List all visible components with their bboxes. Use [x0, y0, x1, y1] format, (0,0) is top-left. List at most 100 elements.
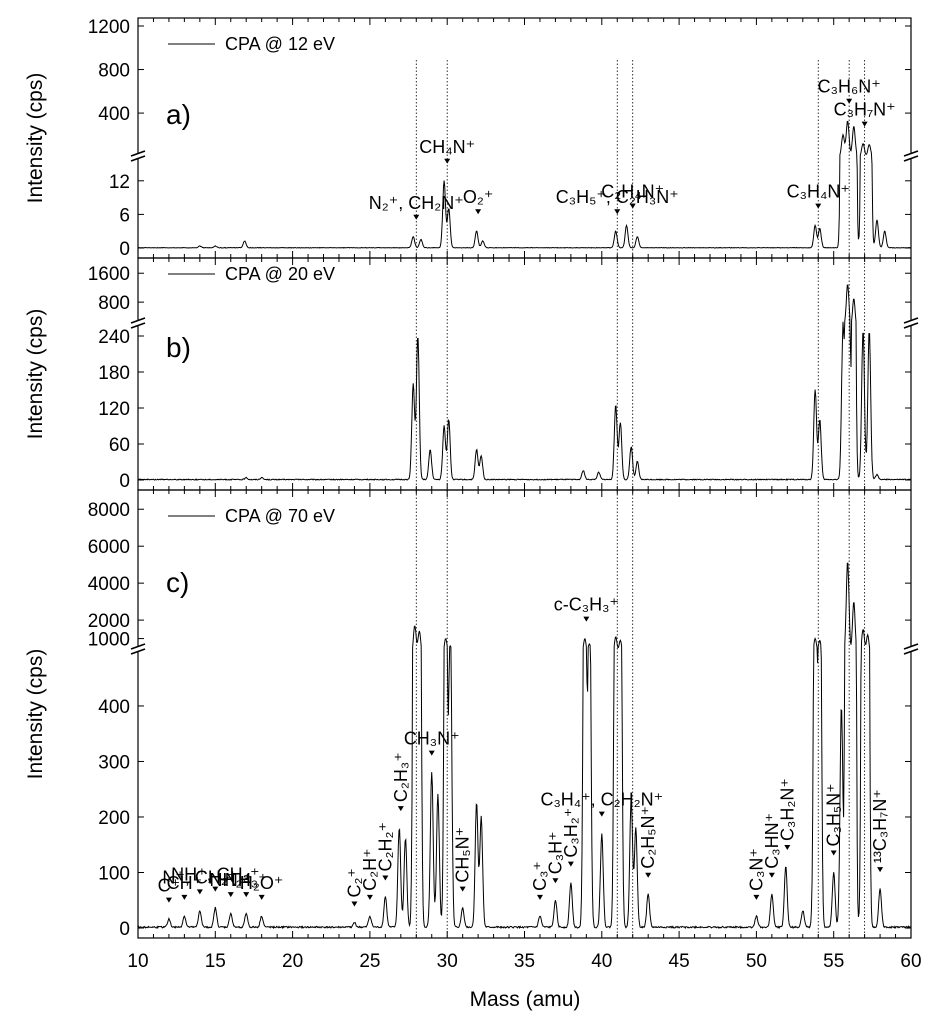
annotation-label-c: H₂O⁺ [240, 873, 284, 893]
annotation-marker-c [397, 806, 404, 812]
annotation-label-c: NH₃⁺ [225, 870, 268, 890]
spectrum-line-b [137, 284, 912, 481]
axis-break-mark-c [130, 648, 146, 655]
annotation-label-c: C₂H₂⁺ [375, 822, 395, 871]
annotation-label-c: C₂H₃⁺ [391, 752, 411, 802]
y-tick-label-b: 0 [119, 471, 130, 492]
annotation-label-c: CH₅N⁺ [453, 827, 473, 883]
panel-frame-b [137, 257, 912, 491]
x-tick-label: 40 [591, 951, 612, 972]
annotation-marker-c [552, 878, 559, 884]
annotation-label-a: C₃H₆N⁺ [818, 77, 881, 97]
annotation-label-c: C₃H₅N⁺ [824, 783, 844, 846]
panel-frame-a [137, 17, 912, 259]
annotation-marker-c [243, 892, 250, 898]
x-tick-label: 55 [823, 951, 844, 972]
annotation-label-c: C₂⁺ [344, 868, 364, 898]
annotation-marker-c [382, 875, 389, 881]
x-tick-label: 60 [900, 951, 921, 972]
y-tick-label-a: 800 [98, 61, 130, 82]
annotation-marker-c [428, 750, 435, 756]
annotation-label-c: ¹³C₃H₇N⁺ [870, 789, 890, 863]
y-tick-label-c: 4000 [88, 574, 130, 595]
y-tick-label-c: 0 [119, 919, 130, 940]
annotation-marker-c [598, 811, 605, 817]
annotation-marker-c [366, 894, 373, 900]
axis-break-mark-a [130, 150, 146, 157]
y-tick-label-c: 6000 [88, 537, 130, 558]
annotation-marker-a [413, 214, 420, 220]
annotation-marker-c [830, 850, 837, 856]
x-tick-label: 25 [359, 951, 380, 972]
annotation-label-c: C₃H₂⁺ [561, 808, 581, 858]
y-tick-label-a: 12 [109, 172, 130, 193]
annotation-label-c: NH⁺, CH₃⁺ [171, 865, 259, 885]
annotation-marker-a [846, 98, 853, 104]
annotation-marker-c [165, 897, 172, 903]
annotation-label-a: C₃H₅⁺, C₂H₃N⁺ [556, 187, 679, 207]
annotation-label-a: C₃H₇N⁺ [834, 100, 896, 120]
annotation-label-c: C₃H₄⁺, C₂H₂N⁺ [540, 790, 663, 810]
annotation-label-c: C₃N⁺ [746, 848, 766, 891]
annotation-marker-c [196, 889, 203, 895]
annotation-label-c: C₃⁺ [530, 861, 550, 891]
x-tick-label: 45 [669, 951, 690, 972]
annotation-label-c: C₂H⁺ [360, 848, 380, 891]
annotation-marker-c [784, 844, 791, 850]
y-tick-label-b: 120 [98, 399, 130, 420]
axis-break-gap-c [130, 646, 146, 652]
panel-label-b: b) [166, 332, 191, 363]
annotation-marker-c [212, 886, 219, 892]
axis-break-mark-c [903, 648, 919, 655]
y-tick-label-b: 60 [109, 435, 130, 456]
legend-label-b: CPA @ 20 eV [225, 264, 335, 284]
axis-break-mark-b [130, 322, 146, 329]
axis-break-gap-b [903, 320, 919, 326]
annotation-marker-a [629, 203, 636, 209]
annotation-label-a: O₂⁺ [463, 187, 494, 207]
axis-break-mark-a [903, 155, 919, 162]
y-tick-label-a: 0 [119, 239, 130, 260]
annotation-label-c: c-C₃H₃⁺ [554, 595, 619, 615]
annotation-marker-c [181, 894, 188, 900]
y-tick-label-c: 100 [98, 863, 130, 884]
annotation-marker-c [877, 867, 884, 873]
annotation-label-c: C₃H⁺ [545, 831, 565, 874]
annotation-label-c: C₂H₅N⁺ [638, 806, 658, 869]
annotation-label-a: CH₄N⁺ [419, 137, 475, 157]
x-tick-label: 10 [127, 951, 148, 972]
y-tick-label-c: 300 [98, 752, 130, 773]
axis-break-mark-b [130, 317, 146, 324]
annotation-marker-c [459, 886, 466, 892]
annotation-marker-a [614, 209, 621, 215]
annotation-label-c: NH₂⁺ [210, 870, 253, 890]
y-tick-label-c: 8000 [88, 500, 130, 521]
annotation-marker-c [258, 894, 265, 900]
annotation-marker-c [567, 861, 574, 867]
y-tick-label-b: 1600 [88, 264, 130, 285]
y-tick-label-a: 6 [119, 205, 130, 226]
annotation-label-a: N₂⁺, CH₂N⁺ [369, 193, 464, 213]
y-tick-label-c: 2000 [88, 611, 130, 632]
annotation-marker-c [536, 894, 543, 900]
axis-break-mark-c [130, 643, 146, 650]
legend-label-a: CPA @ 12 eV [225, 34, 335, 54]
legend-label-c: CPA @ 70 eV [225, 506, 335, 526]
annotation-label-c: C⁺ [158, 876, 181, 896]
axis-break-mark-a [130, 155, 146, 162]
axis-break-gap-c [903, 646, 919, 652]
axis-break-mark-b [903, 322, 919, 329]
axis-break-gap-a [130, 153, 146, 159]
axis-break-gap-b [130, 320, 146, 326]
x-tick-label: 30 [437, 951, 458, 972]
axis-break-mark-a [903, 150, 919, 157]
spectrum-line-c [137, 562, 912, 930]
axis-break-mark-c [903, 643, 919, 650]
annotation-marker-c [768, 872, 775, 878]
annotation-marker-c [583, 616, 590, 622]
x-tick-label: 20 [282, 951, 303, 972]
y-tick-label-b: 800 [98, 293, 130, 314]
panel-label-c: c) [166, 567, 189, 598]
annotation-marker-a [815, 203, 822, 209]
